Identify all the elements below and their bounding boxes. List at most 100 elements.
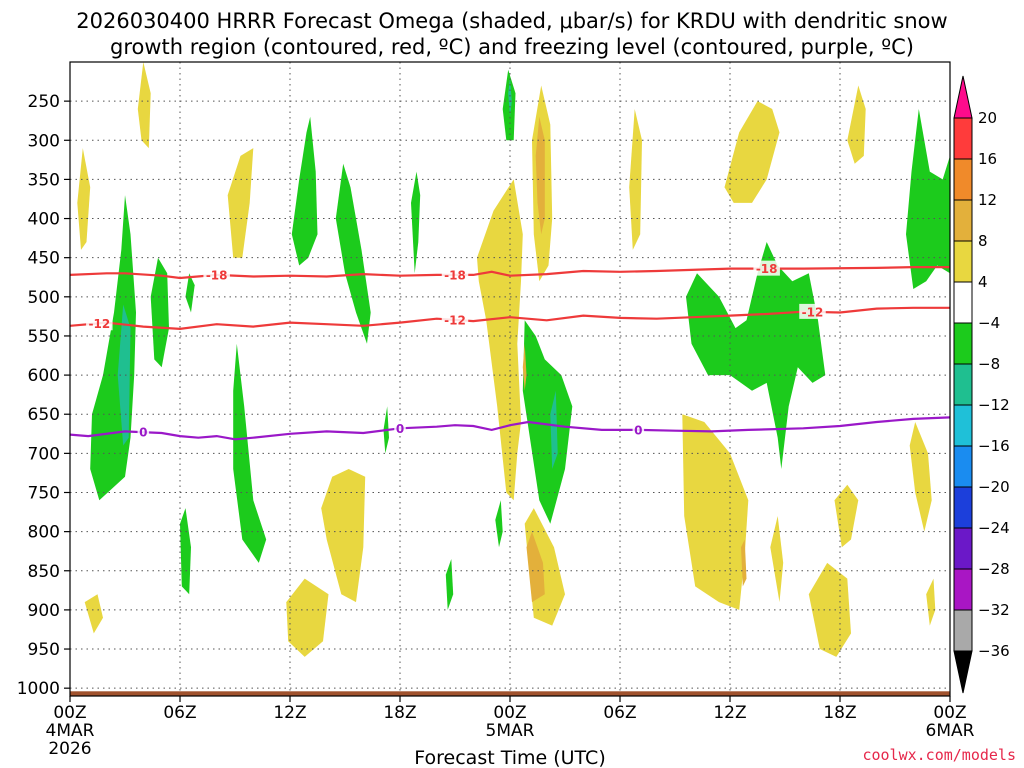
omega-region-8to12-0 [535, 116, 545, 235]
x-tick-label-24-1: 5MAR [486, 721, 535, 741]
y-tick-label-950: 950 [28, 640, 60, 660]
omega-region--8to-12-2 [508, 77, 512, 117]
y-tick-label-750: 750 [28, 483, 60, 503]
colorbar-swatch-10 [953, 527, 973, 570]
y-tick-label-250: 250 [28, 92, 60, 112]
colorbar-swatch-1 [953, 158, 973, 201]
temp-minus-18-label-bg-1 [441, 266, 469, 282]
pressure-axis: 250 300 350 400 450 500 550 600 650 700 750 800 850 9… [17, 92, 70, 699]
colorbar-swatch-8 [953, 445, 973, 488]
temp-minus-12-label-bg-2 [799, 303, 826, 319]
colorbar-swatch-7 [953, 404, 973, 447]
colorbar-label-0: 20 [978, 109, 997, 127]
x-tick-label-36-0: 12Z [713, 703, 746, 723]
colorbar-top-arrow [953, 75, 973, 119]
colorbar-swatch-9 [953, 486, 973, 529]
y-tick-label-900: 900 [28, 601, 60, 621]
y-tick-label-850: 850 [28, 562, 60, 582]
omega-region--4to-8-14 [906, 109, 950, 289]
freezing-level-line [70, 416, 950, 441]
omega-region-4to8-3 [227, 148, 254, 258]
omega-region--4to-8-7 [411, 171, 421, 274]
omega-region-4to8-2 [84, 594, 103, 634]
y-tick-label-600: 600 [28, 366, 60, 386]
y-tick-label-400: 400 [28, 210, 60, 230]
colorbar-label-11: −28 [978, 560, 1010, 578]
y-tick-label-800: 800 [28, 523, 60, 543]
colorbar-swatch-6 [953, 363, 973, 406]
temp-minus-18-label-0: -18 [206, 268, 228, 282]
colorbar-label-4: 4 [978, 273, 988, 291]
colorbar-swatch-4 [953, 281, 973, 324]
omega-colorbar: 20 16 12 8 4 −4 −8 −12 −16 −20 −24 −28 −32 −36 [953, 75, 1010, 694]
colorbar-label-13: −36 [978, 642, 1010, 660]
freezing-level-label-bg-0 [137, 424, 150, 440]
omega-region--4to-8-6 [335, 163, 371, 344]
x-tick-label-0-1: 4MAR [46, 721, 95, 741]
y-tick-label-300: 300 [28, 131, 60, 151]
temp-minus-12-label-bg-1 [441, 311, 469, 327]
chart-title-line-2: growth region (contoured, red, ºC) and f… [110, 35, 914, 59]
colorbar-label-3: 8 [978, 232, 988, 250]
temp-minus-18-label-2: -18 [756, 262, 778, 276]
omega-region--4to-8-3 [180, 508, 191, 595]
x-tick-label-42-0: 18Z [823, 703, 856, 723]
colorbar-swatch-3 [953, 240, 973, 283]
omega-region-8to12-1 [526, 531, 545, 603]
colorbar-label-8: −16 [978, 437, 1010, 455]
colorbar-label-1: 16 [978, 150, 997, 168]
y-tick-label-700: 700 [28, 444, 60, 464]
ground-strip [70, 691, 950, 696]
omega-region--4to-8-1 [150, 257, 169, 368]
omega-region-4to8-6 [477, 179, 523, 501]
freezing-level-label-2: 0 [634, 423, 642, 437]
omega-region-4to8-17 [926, 578, 936, 626]
temp-minus-12-label-bg-0 [86, 315, 113, 331]
omega-region-4to8-4 [321, 469, 366, 603]
x-tick-label-30-0: 06Z [603, 703, 636, 723]
omega-region-4to8-10 [682, 414, 749, 610]
omega-region--4to-8-5 [291, 116, 318, 266]
x-tick-label-48-1: 6MAR [926, 721, 975, 741]
colorbar-label-9: −20 [978, 478, 1010, 496]
omega-region-4to8-15 [770, 516, 784, 603]
omega-region-4to8-0 [137, 62, 151, 149]
y-tick-label-1000: 1000 [17, 679, 60, 699]
y-tick-label-350: 350 [28, 170, 60, 190]
temp-minus-18-label-bg-0 [203, 266, 230, 282]
y-tick-label-550: 550 [28, 327, 60, 347]
temp-minus-12-label-1: -12 [444, 313, 466, 327]
temp-minus-18-label-1: -18 [444, 268, 466, 282]
omega-region--4to-8-4 [233, 343, 267, 563]
omega-region--4to-8-2 [185, 273, 195, 313]
temperature-contours: -18 -18 -18 -12 -12 -12 0 0 0 [70, 260, 950, 441]
x-tick-label-6-0: 06Z [163, 703, 196, 723]
y-tick-label-650: 650 [28, 405, 60, 425]
freezing-level-label-bg-1 [394, 420, 406, 436]
omega-region-4to8-5 [286, 578, 329, 657]
colorbar-swatch-5 [953, 322, 973, 365]
colorbar-swatch-12 [953, 609, 973, 652]
x-axis-label: Forecast Time (UTC) [414, 747, 605, 768]
colorbar-swatch-2 [953, 199, 973, 242]
omega-region--4to-8-13 [686, 242, 826, 469]
x-tick-label-48-0: 00Z [933, 703, 966, 723]
omega-region-4to8-16 [909, 422, 932, 532]
omega-region--4to-8-11 [445, 559, 454, 610]
ground-surface [70, 691, 950, 696]
omega-region-8to12-3 [522, 343, 527, 391]
colorbar-bottom-arrow [953, 650, 973, 694]
omega-region-4to8-14 [834, 484, 859, 548]
y-tick-label-500: 500 [28, 288, 60, 308]
y-tick-label-450: 450 [28, 249, 60, 269]
colorbar-label-12: −32 [978, 601, 1010, 619]
credit-text: coolwx.com/models [862, 746, 1016, 764]
colorbar-swatch-0 [953, 117, 973, 160]
omega-region-4to8-9 [629, 109, 642, 250]
omega-region--4to-8-10 [522, 320, 573, 524]
colorbar-swatch-11 [953, 568, 973, 611]
freezing-level-label-1: 0 [396, 422, 404, 436]
omega-region-4to8-12 [847, 85, 866, 164]
colorbar-label-6: −8 [978, 355, 1000, 373]
